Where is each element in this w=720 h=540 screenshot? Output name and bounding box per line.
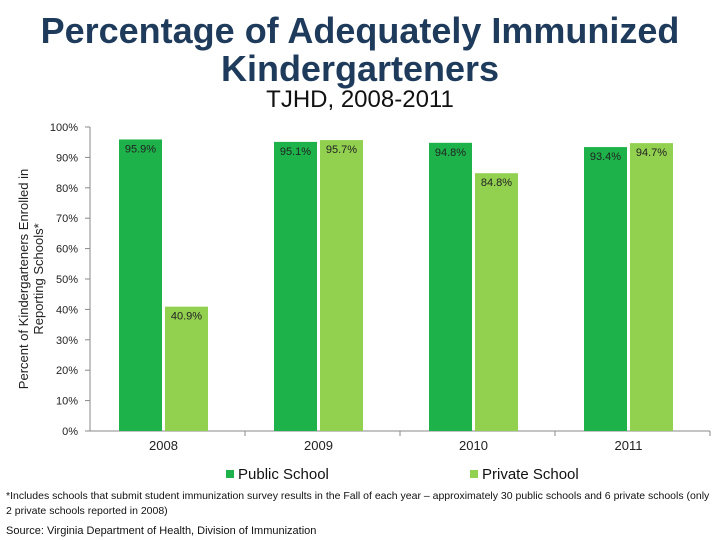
legend-swatch-private bbox=[470, 470, 478, 478]
x-tick-label: 2009 bbox=[304, 438, 333, 453]
legend-item-private: Private School bbox=[470, 466, 579, 483]
bar-public-2010 bbox=[429, 142, 472, 432]
bar-public-2009 bbox=[274, 141, 317, 431]
y-tick-label: 80% bbox=[56, 183, 78, 195]
data-label: 95.9% bbox=[125, 143, 156, 155]
footnote: *Includes schools that submit student im… bbox=[6, 490, 710, 517]
x-tick-label: 2011 bbox=[615, 438, 643, 453]
data-label: 84.8% bbox=[481, 177, 512, 189]
y-axis-title: Percent of Kindergarteners Enrolled inRe… bbox=[16, 169, 46, 389]
y-tick-label: 20% bbox=[56, 365, 78, 377]
y-tick-label: 30% bbox=[56, 335, 78, 347]
bar-private-2009 bbox=[320, 140, 363, 431]
bar-public-2011 bbox=[584, 147, 627, 431]
y-tick-label: 70% bbox=[56, 213, 78, 225]
legend-swatch-public bbox=[226, 470, 234, 478]
x-tick-label: 2008 bbox=[149, 438, 178, 453]
legend-item-public: Public School bbox=[226, 466, 329, 483]
y-tick-label: 90% bbox=[56, 152, 78, 164]
data-label: 40.9% bbox=[171, 311, 202, 323]
y-tick-label: 0% bbox=[62, 426, 78, 438]
bar-public-2008 bbox=[119, 139, 162, 432]
chart-subtitle: TJHD, 2008-2011 bbox=[266, 86, 454, 113]
bar-private-2008 bbox=[165, 306, 208, 431]
bar-private-2010 bbox=[475, 173, 518, 431]
data-label: 93.4% bbox=[590, 151, 621, 163]
x-tick-label: 2010 bbox=[459, 438, 488, 453]
data-label: 95.7% bbox=[326, 144, 357, 156]
data-label: 94.7% bbox=[636, 147, 667, 159]
y-tick-label: 100% bbox=[50, 122, 78, 134]
source-note: Source: Virginia Department of Health, D… bbox=[6, 525, 317, 537]
data-label: 95.1% bbox=[280, 146, 311, 158]
y-tick-label: 50% bbox=[56, 274, 78, 286]
y-tick-label: 60% bbox=[56, 244, 78, 256]
chart-title: Percentage of Adequately Immunized Kinde… bbox=[40, 10, 680, 89]
legend-label-public: Public School bbox=[238, 466, 329, 483]
legend-label-private: Private School bbox=[482, 466, 579, 483]
data-label: 94.8% bbox=[435, 147, 466, 159]
y-tick-label: 10% bbox=[56, 396, 78, 408]
bar-private-2011 bbox=[630, 143, 673, 431]
y-tick-label: 40% bbox=[56, 304, 78, 316]
